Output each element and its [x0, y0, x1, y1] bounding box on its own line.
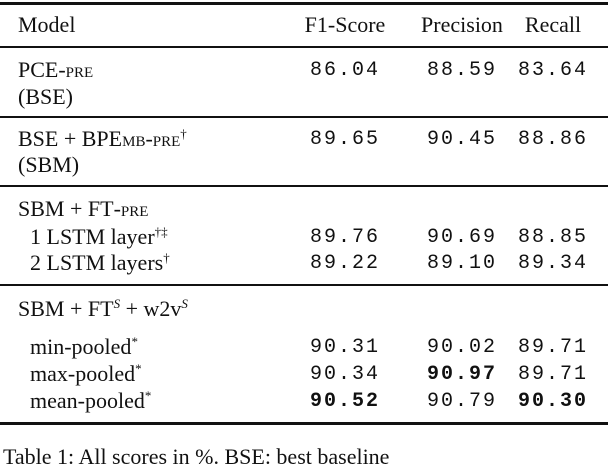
cell-precision: 90.02 [426, 336, 498, 359]
cell-precision: 88.59 [426, 59, 498, 82]
header-rule [0, 46, 608, 48]
row-model: BSE + BPEmb-pre† [18, 126, 187, 151]
cell-recall: 89.71 [517, 363, 589, 386]
row-model: mean-pooled* [30, 388, 152, 413]
row-model: 1 LSTM layer†‡ [30, 224, 168, 249]
group-title: SBM + FTS + w2vS [18, 296, 188, 321]
header-recall: Recall [524, 12, 582, 37]
cell-recall: 89.71 [517, 336, 589, 359]
top-rule [0, 2, 608, 5]
cell-f1: 89.76 [309, 226, 381, 249]
row-model-alias: (BSE) [18, 84, 73, 109]
header-model: Model [18, 12, 76, 37]
header-precision: Precision [421, 12, 503, 37]
row-model-alias: (SBM) [18, 152, 80, 177]
cell-precision: 90.45 [426, 128, 498, 151]
group-rule [0, 284, 608, 286]
bottom-rule [0, 422, 608, 425]
row-model: max-pooled* [30, 361, 142, 386]
cell-recall: 88.85 [517, 226, 589, 249]
group-rule [0, 116, 608, 118]
cell-f1: 86.04 [309, 59, 381, 82]
cell-f1: 90.34 [309, 363, 381, 386]
row-model: 2 LSTM layers† [30, 250, 170, 275]
row-model: PCE-pre [18, 57, 94, 82]
cell-f1-best: 90.52 [309, 390, 381, 413]
row-model: min-pooled* [30, 334, 138, 359]
cell-f1: 89.22 [309, 252, 381, 275]
header-f1: F1-Score [304, 12, 386, 37]
cell-f1: 89.65 [309, 128, 381, 151]
group-rule [0, 185, 608, 187]
cell-recall: 83.64 [517, 59, 589, 82]
cell-precision: 90.69 [426, 226, 498, 249]
table-caption: Table 1: All scores in %. BSE: best base… [3, 444, 390, 469]
cell-f1: 90.31 [309, 336, 381, 359]
cell-precision-best: 90.97 [426, 363, 498, 386]
cell-recall: 88.86 [517, 128, 589, 151]
cell-precision: 89.10 [426, 252, 498, 275]
cell-recall-best: 90.30 [517, 390, 589, 413]
group-title: SBM + FT-pre [18, 196, 149, 221]
cell-precision: 90.79 [426, 390, 498, 413]
cell-recall: 89.34 [517, 252, 589, 275]
